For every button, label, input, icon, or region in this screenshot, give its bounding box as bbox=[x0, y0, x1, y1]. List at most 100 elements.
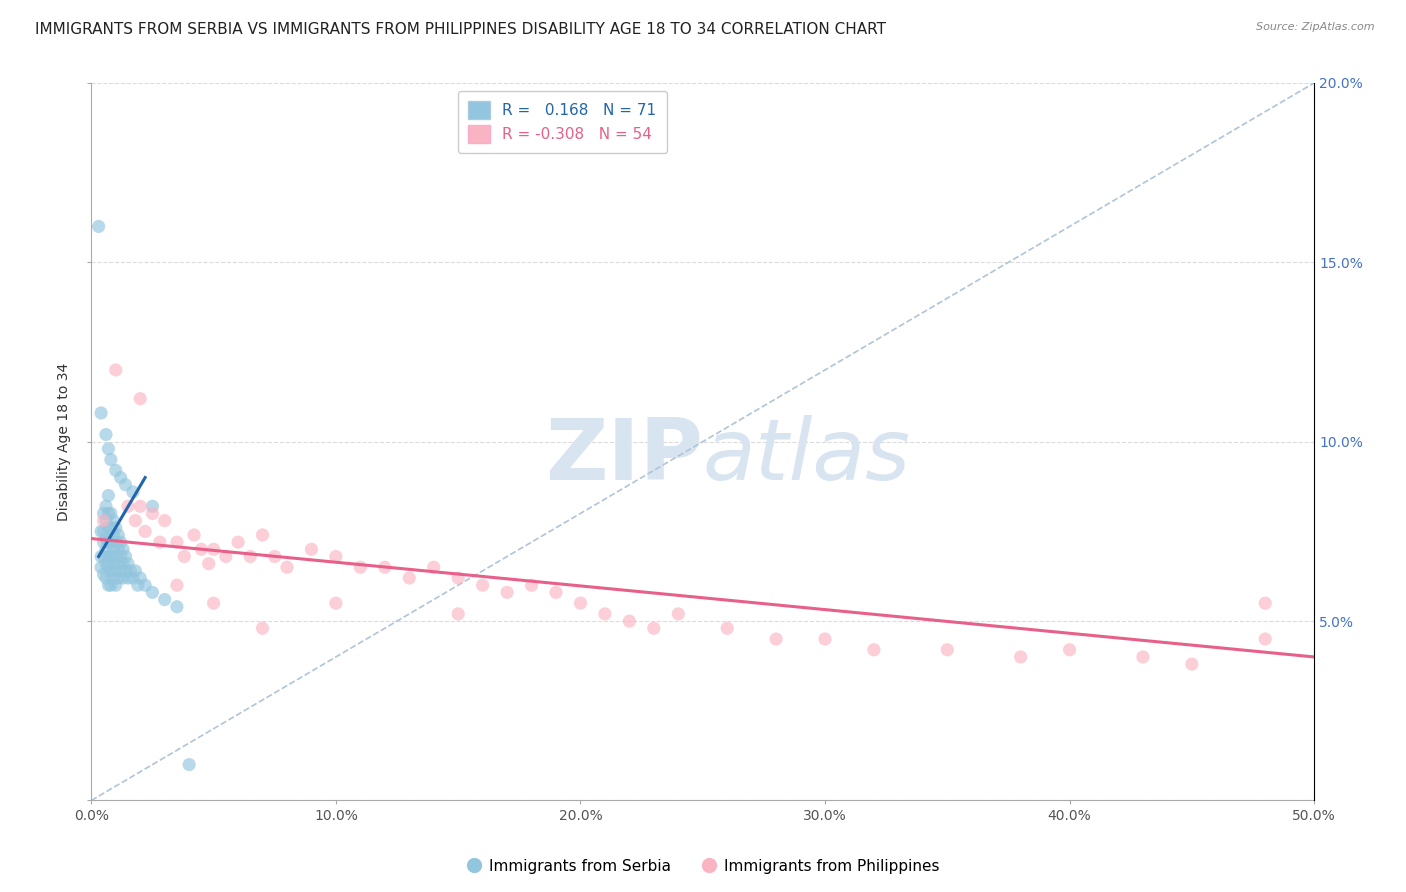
Point bbox=[127, 578, 149, 592]
Point bbox=[107, 528, 129, 542]
Point bbox=[104, 564, 127, 578]
Point bbox=[141, 585, 163, 599]
Point bbox=[100, 521, 122, 535]
Point bbox=[114, 549, 136, 564]
Point bbox=[197, 557, 219, 571]
Point bbox=[117, 557, 139, 571]
Point bbox=[93, 524, 115, 539]
Point bbox=[94, 500, 117, 514]
Point bbox=[104, 578, 127, 592]
Point bbox=[124, 564, 146, 578]
Point bbox=[1254, 596, 1277, 610]
Point bbox=[112, 557, 135, 571]
Point bbox=[814, 632, 837, 646]
Point bbox=[104, 521, 127, 535]
Point bbox=[544, 585, 567, 599]
Point bbox=[252, 621, 274, 635]
Point bbox=[325, 549, 347, 564]
Point bbox=[110, 549, 132, 564]
Legend: R =   0.168   N = 71, R = -0.308   N = 54: R = 0.168 N = 71, R = -0.308 N = 54 bbox=[457, 91, 666, 153]
Point bbox=[103, 528, 125, 542]
Point bbox=[153, 514, 176, 528]
Point bbox=[103, 514, 125, 528]
Point bbox=[103, 557, 125, 571]
Point bbox=[110, 564, 132, 578]
Point bbox=[863, 642, 886, 657]
Text: IMMIGRANTS FROM SERBIA VS IMMIGRANTS FROM PHILIPPINES DISABILITY AGE 18 TO 34 CO: IMMIGRANTS FROM SERBIA VS IMMIGRANTS FRO… bbox=[35, 22, 886, 37]
Point bbox=[374, 560, 396, 574]
Point bbox=[569, 596, 592, 610]
Point bbox=[107, 542, 129, 557]
Point bbox=[87, 219, 110, 234]
Point bbox=[90, 406, 112, 420]
Point bbox=[100, 535, 122, 549]
Text: Source: ZipAtlas.com: Source: ZipAtlas.com bbox=[1257, 22, 1375, 32]
Point bbox=[94, 542, 117, 557]
Point bbox=[104, 363, 127, 377]
Point bbox=[97, 535, 120, 549]
Point bbox=[936, 642, 959, 657]
Point bbox=[94, 571, 117, 585]
Point bbox=[104, 549, 127, 564]
Point bbox=[110, 535, 132, 549]
Point bbox=[471, 578, 494, 592]
Point bbox=[93, 535, 115, 549]
Point bbox=[94, 557, 117, 571]
Point bbox=[97, 507, 120, 521]
Point bbox=[643, 621, 665, 635]
Point bbox=[97, 560, 120, 574]
Point bbox=[239, 549, 262, 564]
Point bbox=[496, 585, 519, 599]
Point bbox=[666, 607, 689, 621]
Point bbox=[93, 507, 115, 521]
Point bbox=[141, 507, 163, 521]
Point bbox=[141, 500, 163, 514]
Point bbox=[110, 470, 132, 484]
Point bbox=[619, 614, 641, 628]
Point bbox=[166, 599, 188, 614]
Point bbox=[1132, 649, 1154, 664]
Point bbox=[716, 621, 738, 635]
Point bbox=[1010, 649, 1032, 664]
Point bbox=[100, 452, 122, 467]
Point bbox=[114, 477, 136, 491]
Point bbox=[134, 524, 156, 539]
Point bbox=[107, 571, 129, 585]
Text: atlas: atlas bbox=[703, 415, 911, 498]
Point bbox=[765, 632, 787, 646]
Point bbox=[299, 542, 322, 557]
Point bbox=[166, 578, 188, 592]
Text: ZIP: ZIP bbox=[546, 415, 703, 498]
Point bbox=[422, 560, 444, 574]
Point bbox=[100, 549, 122, 564]
Point bbox=[129, 500, 152, 514]
Point bbox=[153, 592, 176, 607]
Point bbox=[100, 507, 122, 521]
Y-axis label: Disability Age 18 to 34: Disability Age 18 to 34 bbox=[58, 362, 72, 521]
Point bbox=[1181, 657, 1204, 672]
Point bbox=[112, 542, 135, 557]
Point bbox=[90, 560, 112, 574]
Point bbox=[104, 535, 127, 549]
Point bbox=[226, 535, 249, 549]
Point bbox=[94, 514, 117, 528]
Point bbox=[183, 528, 205, 542]
Point bbox=[97, 442, 120, 456]
Point bbox=[252, 528, 274, 542]
Point bbox=[447, 607, 470, 621]
Point bbox=[447, 571, 470, 585]
Point bbox=[112, 571, 135, 585]
Point bbox=[114, 564, 136, 578]
Point bbox=[93, 567, 115, 582]
Point bbox=[117, 571, 139, 585]
Point bbox=[129, 571, 152, 585]
Point bbox=[103, 542, 125, 557]
Point bbox=[97, 521, 120, 535]
Point bbox=[100, 564, 122, 578]
Point bbox=[129, 392, 152, 406]
Point bbox=[215, 549, 238, 564]
Point bbox=[179, 757, 201, 772]
Point bbox=[202, 596, 225, 610]
Point bbox=[94, 427, 117, 442]
Point bbox=[107, 557, 129, 571]
